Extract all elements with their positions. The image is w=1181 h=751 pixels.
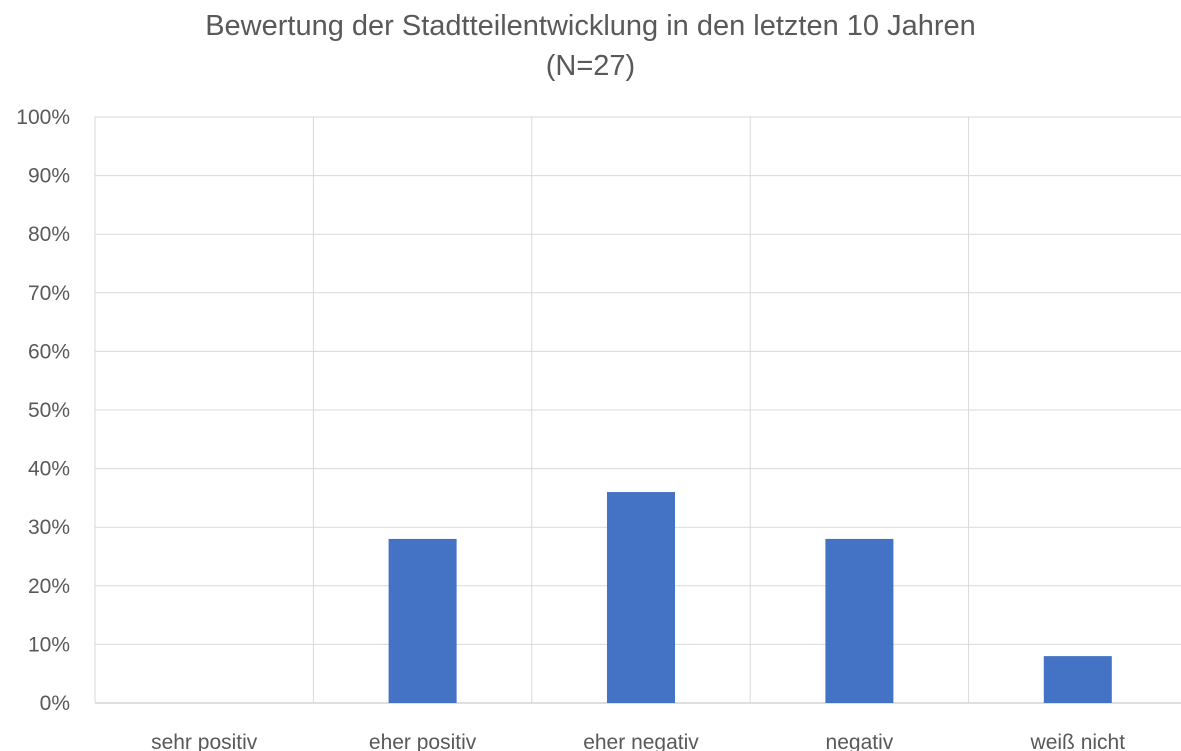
x-tick-label: sehr positiv xyxy=(151,731,258,751)
y-tick-label: 30% xyxy=(28,516,70,539)
y-tick-label: 100% xyxy=(16,106,70,129)
y-tick-label: 0% xyxy=(40,692,70,715)
x-tick-label: eher positiv xyxy=(369,731,477,751)
bar-2 xyxy=(607,492,675,703)
chart-title: Bewertung der Stadtteilentwicklung in de… xyxy=(0,6,1181,86)
y-tick-label: 50% xyxy=(28,399,70,422)
bar-4 xyxy=(1043,656,1112,703)
x-tick-label: eher negativ xyxy=(583,731,699,751)
chart-title-line-2: (N=27) xyxy=(545,50,636,82)
y-tick-label: 20% xyxy=(28,575,70,598)
y-tick-label: 40% xyxy=(28,458,70,481)
y-tick-label: 60% xyxy=(28,340,70,363)
x-tick-label: weiß nicht xyxy=(1030,731,1126,751)
y-tick-label: 10% xyxy=(28,633,70,656)
chart-title-line-1: Bewertung der Stadtteilentwicklung in de… xyxy=(205,10,976,42)
y-tick-label: 80% xyxy=(28,223,70,246)
bar-3 xyxy=(825,538,894,703)
bar-1 xyxy=(388,538,457,703)
x-tick-label: negativ xyxy=(826,731,894,751)
y-tick-label: 70% xyxy=(28,282,70,305)
y-tick-label: 90% xyxy=(28,165,70,188)
